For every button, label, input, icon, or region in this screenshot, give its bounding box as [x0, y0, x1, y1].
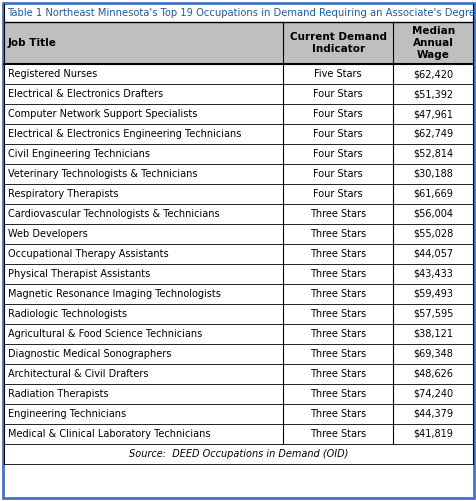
Text: Source:  DEED Occupations in Demand (OID): Source: DEED Occupations in Demand (OID)	[129, 449, 347, 459]
Text: $38,121: $38,121	[412, 329, 452, 339]
Text: Current Demand
Indicator: Current Demand Indicator	[289, 32, 386, 54]
Bar	[4, 244, 472, 264]
Bar	[4, 384, 472, 404]
Text: $62,420: $62,420	[412, 69, 452, 79]
Text: Median
Annual
Wage: Median Annual Wage	[411, 27, 454, 60]
Text: Three Stars: Three Stars	[309, 229, 366, 239]
Text: $69,348: $69,348	[412, 349, 452, 359]
Text: Physical Therapist Assistants: Physical Therapist Assistants	[8, 269, 150, 279]
Text: Agricultural & Food Science Technicians: Agricultural & Food Science Technicians	[8, 329, 202, 339]
Bar	[4, 304, 472, 324]
Text: Engineering Technicians: Engineering Technicians	[8, 409, 126, 419]
Text: Five Stars: Five Stars	[314, 69, 361, 79]
Bar	[4, 84, 472, 104]
Text: Three Stars: Three Stars	[309, 269, 366, 279]
Bar	[4, 444, 472, 464]
Text: $43,433: $43,433	[412, 269, 452, 279]
Text: Radiation Therapists: Radiation Therapists	[8, 389, 109, 399]
Bar	[4, 124, 472, 144]
Bar	[4, 344, 472, 364]
Text: Four Stars: Four Stars	[313, 169, 362, 179]
Text: $57,595: $57,595	[412, 309, 452, 319]
Bar	[4, 64, 472, 84]
Text: Three Stars: Three Stars	[309, 429, 366, 439]
Text: Three Stars: Three Stars	[309, 389, 366, 399]
Text: $51,392: $51,392	[412, 89, 452, 99]
Bar	[4, 404, 472, 424]
Text: $44,379: $44,379	[412, 409, 452, 419]
Text: Medical & Clinical Laboratory Technicians: Medical & Clinical Laboratory Technician…	[8, 429, 210, 439]
Text: $56,004: $56,004	[412, 209, 452, 219]
Text: Electrical & Electronics Drafters: Electrical & Electronics Drafters	[8, 89, 163, 99]
Bar	[4, 324, 472, 344]
Text: Three Stars: Three Stars	[309, 329, 366, 339]
Text: Three Stars: Three Stars	[309, 349, 366, 359]
Text: $55,028: $55,028	[412, 229, 452, 239]
Text: Three Stars: Three Stars	[309, 309, 366, 319]
Bar	[4, 184, 472, 204]
Text: Registered Nurses: Registered Nurses	[8, 69, 97, 79]
Text: $61,669: $61,669	[412, 189, 452, 199]
Text: Three Stars: Three Stars	[309, 409, 366, 419]
Text: Four Stars: Four Stars	[313, 109, 362, 119]
Text: Three Stars: Three Stars	[309, 369, 366, 379]
Text: Web Developers: Web Developers	[8, 229, 88, 239]
Text: Architectural & Civil Drafters: Architectural & Civil Drafters	[8, 369, 148, 379]
Text: Respiratory Therapists: Respiratory Therapists	[8, 189, 118, 199]
Text: Civil Engineering Technicians: Civil Engineering Technicians	[8, 149, 149, 159]
Text: $44,057: $44,057	[412, 249, 452, 259]
Bar	[4, 284, 472, 304]
Text: $30,188: $30,188	[412, 169, 452, 179]
Bar	[4, 424, 472, 444]
Text: Three Stars: Three Stars	[309, 249, 366, 259]
Text: Occupational Therapy Assistants: Occupational Therapy Assistants	[8, 249, 169, 259]
Text: Three Stars: Three Stars	[309, 289, 366, 299]
Text: Diagnostic Medical Sonographers: Diagnostic Medical Sonographers	[8, 349, 171, 359]
Text: $74,240: $74,240	[412, 389, 452, 399]
Text: $59,493: $59,493	[412, 289, 452, 299]
Text: Magnetic Resonance Imaging Technologists: Magnetic Resonance Imaging Technologists	[8, 289, 220, 299]
Bar	[4, 22, 472, 64]
Text: Three Stars: Three Stars	[309, 209, 366, 219]
Text: Four Stars: Four Stars	[313, 89, 362, 99]
Text: Four Stars: Four Stars	[313, 189, 362, 199]
Bar	[4, 164, 472, 184]
Text: Computer Network Support Specialists: Computer Network Support Specialists	[8, 109, 197, 119]
Text: $41,819: $41,819	[412, 429, 452, 439]
Bar	[4, 104, 472, 124]
Text: Four Stars: Four Stars	[313, 149, 362, 159]
Text: Table 1 Northeast Minnesota's Top 19 Occupations in Demand Requiring an Associat: Table 1 Northeast Minnesota's Top 19 Occ…	[7, 8, 476, 18]
Text: Veterinary Technologists & Technicians: Veterinary Technologists & Technicians	[8, 169, 197, 179]
Text: Cardiovascular Technologists & Technicians: Cardiovascular Technologists & Technicia…	[8, 209, 219, 219]
Bar	[4, 204, 472, 224]
Bar	[4, 144, 472, 164]
Text: $48,626: $48,626	[412, 369, 452, 379]
Bar	[4, 264, 472, 284]
Text: Electrical & Electronics Engineering Technicians: Electrical & Electronics Engineering Tec…	[8, 129, 241, 139]
Text: Four Stars: Four Stars	[313, 129, 362, 139]
Text: $52,814: $52,814	[412, 149, 452, 159]
Text: Radiologic Technologists: Radiologic Technologists	[8, 309, 127, 319]
Text: Job Title: Job Title	[8, 38, 57, 48]
Bar	[4, 364, 472, 384]
Text: $62,749: $62,749	[412, 129, 452, 139]
Bar	[4, 224, 472, 244]
Text: $47,961: $47,961	[412, 109, 452, 119]
